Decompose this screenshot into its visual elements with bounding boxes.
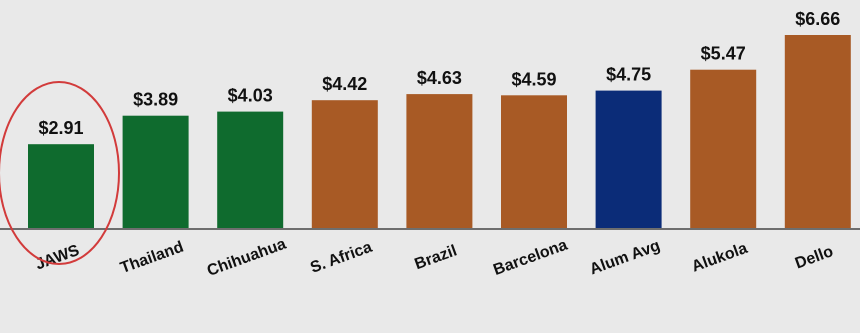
category-label-thailand: Thailand	[118, 239, 186, 277]
data-label-alukola: $5.47	[701, 44, 746, 64]
bar-barcelona	[501, 95, 567, 229]
data-label-s-africa: $4.42	[322, 74, 367, 94]
data-label-thailand: $3.89	[133, 90, 178, 110]
bar-alukola	[690, 69, 757, 229]
category-label-s-africa: S. Africa	[308, 239, 374, 277]
category-label-alukola: Alukola	[690, 240, 750, 276]
data-label-jaws: $2.91	[38, 118, 83, 138]
category-label-brazil: Brazil	[412, 242, 459, 273]
data-label-dello: $6.66	[795, 9, 840, 29]
category-label-alum-avg: Alum Avg	[588, 237, 663, 278]
data-label-chihuahua: $4.03	[228, 86, 273, 106]
bar-s-africa	[311, 100, 378, 229]
bar-jaws	[28, 144, 94, 229]
highlight-layer	[0, 81, 120, 265]
category-label-dello: Dello	[793, 243, 836, 272]
bar-chihuahua	[217, 111, 284, 229]
bars-layer	[28, 35, 851, 229]
data-label-alum-avg: $4.75	[606, 65, 651, 85]
category-label-jaws: JAWS	[33, 242, 82, 274]
bar-dello	[784, 35, 851, 229]
category-label-barcelona: Barcelona	[491, 237, 570, 279]
bar-brazil	[406, 94, 473, 229]
bar-alum-avg	[595, 90, 662, 229]
data-label-barcelona: $4.59	[511, 69, 556, 89]
bar-thailand	[122, 115, 189, 229]
data-label-brazil: $4.63	[417, 68, 462, 88]
highlight-ellipse	[0, 81, 120, 265]
category-label-chihuahua: Chihuahua	[205, 236, 289, 280]
